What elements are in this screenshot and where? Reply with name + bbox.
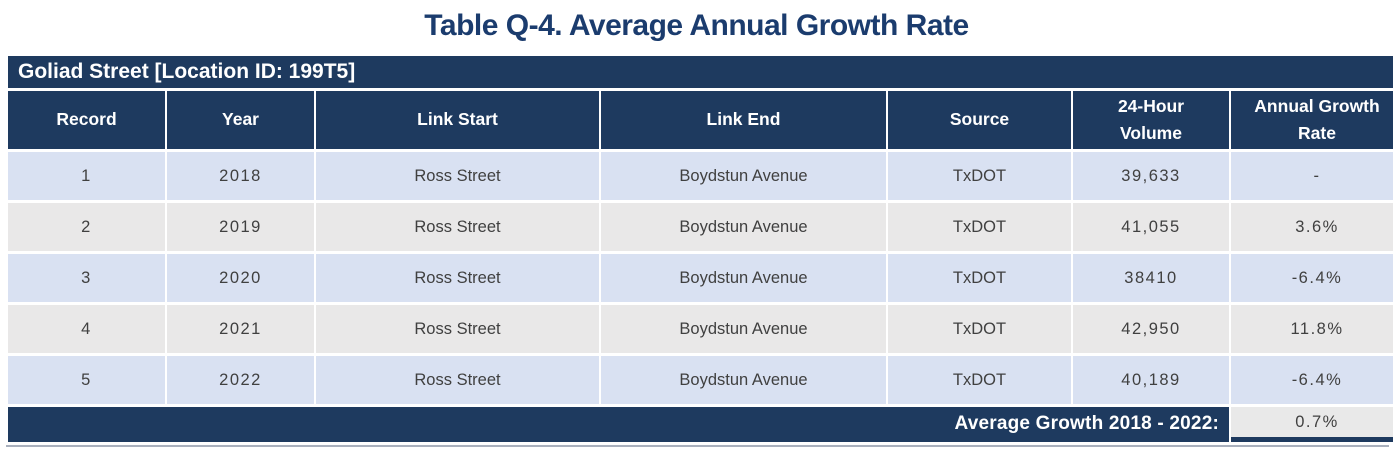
growth-table: Goliad Street [Location ID: 199T5] Recor… — [6, 53, 1393, 445]
cell-link-end: Boydstun Avenue — [601, 305, 886, 353]
column-header-record: Record — [8, 91, 165, 149]
cell-source: TxDOT — [888, 356, 1071, 404]
cell-year: 2022 — [167, 356, 314, 404]
cell-growth: 3.6% — [1231, 203, 1393, 251]
cell-link-start: Ross Street — [316, 254, 599, 302]
cell-record: 5 — [8, 356, 165, 404]
column-header-source: Source — [888, 91, 1071, 149]
cell-volume: 40,189 — [1073, 356, 1229, 404]
footer-value: 0.7% — [1231, 407, 1393, 442]
cell-year: 2020 — [167, 254, 314, 302]
cell-year: 2018 — [167, 152, 314, 200]
cell-volume: 39,633 — [1073, 152, 1229, 200]
column-header-link-end: Link End — [601, 91, 886, 149]
table-row: 3 2020 Ross Street Boydstun Avenue TxDOT… — [8, 254, 1393, 302]
cell-growth: 11.8% — [1231, 305, 1393, 353]
cell-record: 4 — [8, 305, 165, 353]
cell-growth: -6.4% — [1231, 356, 1393, 404]
page-title: Table Q-4. Average Annual Growth Rate — [424, 9, 969, 42]
cell-year: 2021 — [167, 305, 314, 353]
cell-link-start: Ross Street — [316, 203, 599, 251]
cell-source: TxDOT — [888, 152, 1071, 200]
table-row: 4 2021 Ross Street Boydstun Avenue TxDOT… — [8, 305, 1393, 353]
cell-record: 3 — [8, 254, 165, 302]
cell-link-end: Boydstun Avenue — [601, 203, 886, 251]
cell-source: TxDOT — [888, 305, 1071, 353]
cell-volume: 42,950 — [1073, 305, 1229, 353]
cell-link-start: Ross Street — [316, 152, 599, 200]
cell-volume: 41,055 — [1073, 203, 1229, 251]
location-banner: Goliad Street [Location ID: 199T5] — [8, 56, 1393, 88]
cell-link-end: Boydstun Avenue — [601, 356, 886, 404]
column-header-volume: 24-Hour Volume — [1073, 91, 1229, 149]
cell-link-start: Ross Street — [316, 356, 599, 404]
table-row: 1 2018 Ross Street Boydstun Avenue TxDOT… — [8, 152, 1393, 200]
cell-growth: -6.4% — [1231, 254, 1393, 302]
column-header-link-start: Link Start — [316, 91, 599, 149]
cell-growth: - — [1231, 152, 1393, 200]
location-banner-row: Goliad Street [Location ID: 199T5] — [8, 56, 1393, 88]
cell-record: 2 — [8, 203, 165, 251]
column-header-row: Record Year Link Start Link End Source 2… — [8, 91, 1393, 149]
table-row: 2 2019 Ross Street Boydstun Avenue TxDOT… — [8, 203, 1393, 251]
column-header-growth: Annual Growth Rate — [1231, 91, 1393, 149]
cell-volume: 38410 — [1073, 254, 1229, 302]
cell-record: 1 — [8, 152, 165, 200]
footer-row: Average Growth 2018 - 2022: 0.7% — [8, 407, 1393, 442]
cell-year: 2019 — [167, 203, 314, 251]
growth-table-wrap: Goliad Street [Location ID: 199T5] Recor… — [6, 53, 1393, 447]
column-header-year: Year — [167, 91, 314, 149]
cell-source: TxDOT — [888, 254, 1071, 302]
footer-label: Average Growth 2018 - 2022: — [8, 407, 1229, 442]
cell-link-end: Boydstun Avenue — [601, 254, 886, 302]
cell-link-start: Ross Street — [316, 305, 599, 353]
cell-link-end: Boydstun Avenue — [601, 152, 886, 200]
cell-source: TxDOT — [888, 203, 1071, 251]
table-row: 5 2022 Ross Street Boydstun Avenue TxDOT… — [8, 356, 1393, 404]
